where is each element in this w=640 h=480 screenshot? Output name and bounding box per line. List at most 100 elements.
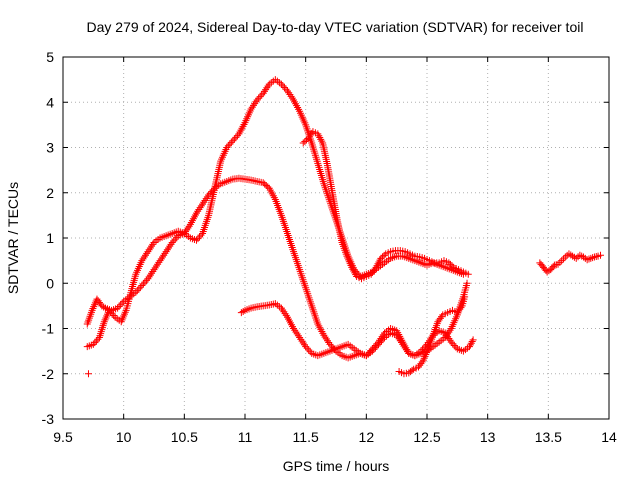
y-tick-label: 5 — [46, 49, 54, 65]
data-point — [232, 133, 240, 141]
data-point — [417, 347, 425, 355]
data-point — [420, 344, 428, 352]
data-point — [136, 283, 144, 291]
data-point — [322, 335, 330, 343]
data-point — [318, 137, 326, 145]
data-point — [308, 129, 316, 137]
x-tick-label: 11.5 — [293, 429, 319, 445]
data-point — [115, 302, 123, 310]
series-pass-F — [536, 250, 605, 276]
x-tick-label: 13 — [480, 429, 496, 445]
data-point — [441, 329, 449, 337]
data-point — [226, 140, 234, 148]
data-point — [230, 135, 238, 143]
data-point — [277, 80, 285, 88]
data-point — [154, 260, 162, 268]
data-point — [237, 309, 245, 317]
data-point — [365, 348, 373, 356]
y-tick-label: -3 — [42, 411, 55, 427]
data-point — [281, 310, 289, 318]
data-point — [446, 260, 454, 268]
data-point — [98, 302, 106, 310]
plot-frame — [62, 56, 610, 420]
data-point — [296, 334, 304, 342]
data-point — [283, 87, 291, 95]
data-point — [371, 265, 379, 273]
x-tick-label: 10.5 — [171, 429, 198, 445]
data-point — [380, 251, 388, 259]
data-point — [569, 252, 577, 260]
data-point — [282, 311, 290, 319]
data-point — [378, 333, 386, 341]
data-point — [290, 325, 298, 332]
data-point — [162, 248, 170, 256]
y-tick-label: 4 — [46, 94, 54, 110]
data-point — [299, 139, 307, 147]
data-point — [585, 255, 593, 263]
data-point — [320, 331, 328, 339]
data-point — [379, 331, 387, 339]
data-point — [197, 202, 205, 210]
data-point — [317, 135, 325, 143]
data-point — [205, 191, 213, 199]
data-point — [89, 340, 97, 348]
data-point — [302, 343, 310, 351]
data-point — [449, 340, 457, 348]
data-point — [233, 132, 241, 140]
data-point — [597, 251, 605, 259]
data-point — [165, 244, 173, 252]
data-point — [467, 339, 475, 347]
data-point — [152, 262, 160, 270]
data-point — [256, 93, 264, 101]
data-point — [288, 94, 296, 102]
data-point — [349, 265, 357, 273]
x-tick-label: 13.5 — [535, 429, 562, 445]
y-tick-label: 2 — [46, 185, 54, 201]
data-point — [252, 98, 260, 106]
data-point — [446, 326, 454, 334]
data-point — [375, 258, 383, 266]
data-point — [279, 306, 287, 314]
data-point — [158, 253, 166, 261]
data-point — [298, 337, 306, 345]
data-point — [138, 257, 146, 265]
data-point — [367, 347, 375, 355]
data-point — [352, 271, 360, 279]
data-point — [447, 338, 455, 346]
data-point — [465, 343, 473, 351]
data-point — [138, 282, 146, 290]
data-point — [140, 253, 148, 261]
data-point — [463, 279, 471, 287]
data-point — [374, 260, 382, 268]
data-point — [461, 293, 469, 301]
data-point — [118, 299, 126, 307]
data-point — [239, 308, 247, 316]
data-point — [327, 342, 335, 350]
data-point — [117, 301, 125, 309]
data-point — [197, 231, 205, 239]
data-point — [149, 240, 157, 248]
data-point — [565, 250, 573, 258]
series-pass-D — [299, 128, 472, 283]
data-point — [146, 271, 154, 279]
data-point — [445, 259, 453, 267]
data-point — [259, 89, 267, 97]
data-point — [114, 304, 122, 312]
data-point — [348, 263, 356, 271]
data-point — [448, 262, 456, 270]
data-point — [156, 257, 164, 265]
data-point — [163, 246, 171, 254]
data-point — [279, 82, 287, 90]
data-point — [135, 285, 143, 293]
data-point — [376, 336, 384, 344]
data-point — [316, 134, 324, 142]
chart-title: Day 279 of 2024, Sidereal Day-to-day VTE… — [87, 19, 584, 35]
data-point — [171, 235, 179, 243]
data-point — [282, 85, 290, 93]
data-point — [249, 101, 257, 109]
data-point — [277, 304, 285, 312]
x-tick-label: 12 — [359, 429, 375, 445]
data-point — [167, 240, 175, 248]
data-point — [576, 251, 584, 259]
